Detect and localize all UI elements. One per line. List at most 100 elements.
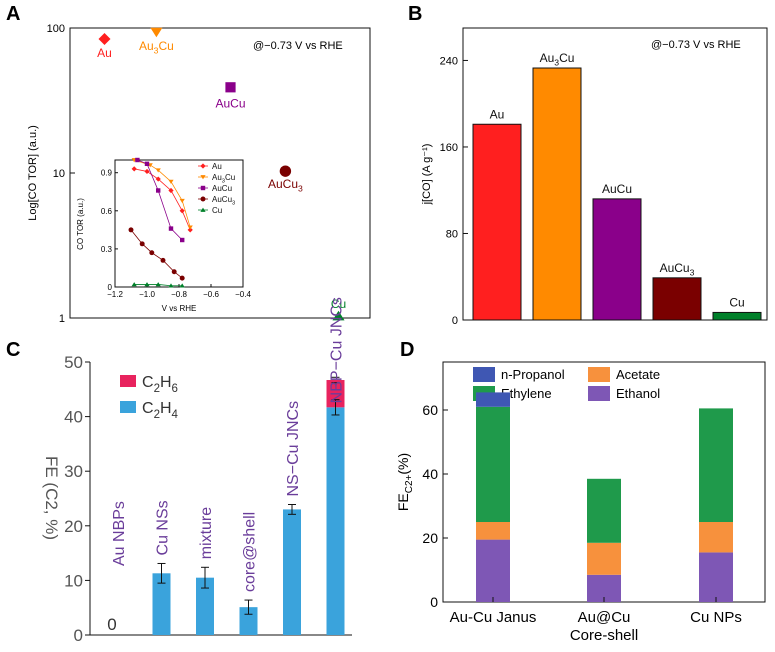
inset-ticks: −1.2 −1.0 −0.8 −0.6 −0.4 0 0.3 0.6 0.9 (101, 169, 252, 299)
d-ytick-label: 40 (422, 466, 438, 482)
a-point-label-cu: Cu (331, 297, 346, 311)
a-point-label-cu-main: Cu (331, 297, 346, 311)
a-point-label-aucu3-sub: 3 (298, 184, 303, 194)
d-bar-ethylene (699, 408, 733, 522)
d-category-label: Au@Cu (578, 609, 631, 626)
a-point-cu (332, 310, 345, 321)
b-bar-label: AuCu (602, 182, 632, 196)
inset-point-aucu (155, 188, 161, 193)
inset-legend-label: Au (212, 162, 222, 171)
inset-point-cu (168, 283, 174, 288)
d-legend-label: n-Propanol (501, 367, 565, 382)
a-ytick-label: 1 (59, 313, 65, 325)
a-point-au3cu (150, 27, 163, 38)
inset-ylabel: CO TOR (a.u.) (76, 198, 85, 250)
b-ytick-label: 80 (446, 228, 458, 240)
panel-c-yticks: 0 10 20 30 40 50 (64, 353, 90, 645)
inset-xtick-label: −0.8 (171, 290, 187, 299)
b-bar-label-sub: 3 (554, 58, 559, 68)
inset-legend-label-sub: 3 (232, 200, 235, 206)
panel-b-annotation: @−0.73 V vs RHE (651, 39, 741, 51)
inset-legend-marker (200, 196, 206, 202)
d-legend-swatch (588, 367, 610, 382)
d-bar-ethylene (587, 478, 621, 543)
c-bar-c2h4 (283, 509, 301, 635)
ylabel-main: FE (395, 493, 411, 511)
a-point-label-aucu-main: AuCu (215, 96, 245, 110)
b-bar-label-main: Au (540, 51, 555, 65)
c-bar-c2h4 (196, 577, 214, 635)
inset-legend-label-tail: Cu (225, 173, 235, 182)
d-category-label: Au-Cu Janus (450, 609, 537, 626)
b-bar-label: Au3Cu (540, 51, 575, 68)
b-bar-label-main: AuCu (660, 261, 690, 275)
a-point-aucu (225, 82, 236, 93)
b-bar-label: Au (490, 107, 505, 121)
inset-ytick-label: 0.9 (101, 169, 113, 178)
inset-point-aucu3 (139, 241, 145, 247)
inset-point-aucu (144, 161, 150, 167)
c-legend-label-sub: 2 (154, 383, 160, 395)
inset-point-au3cu (168, 179, 174, 184)
b-bar-label-sub: 3 (690, 267, 695, 277)
c-legend-swatch (120, 401, 136, 413)
d-legend-swatch (588, 386, 610, 401)
inset-point-cu (144, 282, 150, 287)
c-bar-c2h4 (239, 607, 258, 635)
c-category-label: Cu NSs (155, 500, 172, 555)
inset-xtick-label: −0.6 (203, 290, 219, 299)
panel-label-b: B (408, 3, 422, 25)
a-ytick-label: 100 (47, 23, 65, 35)
a-point-label-au3cu-tail: Cu (158, 39, 173, 53)
panel-d: FEC2+(%) 0 20 40 60 n-Propanol Acetate Ethyle… (395, 361, 766, 644)
d-ytick-label: 0 (430, 594, 438, 610)
c-legend-label: C2H4 (142, 400, 179, 421)
b-bar-label-main: AuCu (602, 182, 632, 196)
panel-c-bars: Au NBPs Cu NSs mixture core@shell NS−Cu JNCs… (107, 297, 346, 635)
a-point-label-au: Au (97, 46, 112, 60)
c-legend-swatch (120, 375, 136, 387)
b-bar (472, 123, 522, 321)
c-legend-label-main: C (142, 400, 154, 417)
a-point-label-aucu: AuCu (215, 96, 245, 110)
b-bar-label: AuCu3 (660, 261, 695, 278)
c-bar-c2h4 (152, 573, 171, 635)
a-point-label-au3cu-main: Au (139, 39, 154, 53)
b-ytick-label: 0 (452, 315, 458, 327)
panel-label-a: A (6, 3, 20, 25)
inset-legend-label: AuCu3 (212, 195, 235, 206)
d-legend-label: Acetate (616, 367, 660, 382)
a-point-aucu3 (279, 165, 292, 177)
inset-legend-marker (200, 163, 206, 169)
inset-xtick-label: −0.4 (235, 290, 251, 299)
inset-ytick-label: 0.6 (101, 207, 113, 216)
d-bar-ethanol (699, 552, 733, 602)
c-legend-label-tail: H (160, 374, 172, 391)
d-legend-swatch (473, 367, 495, 382)
d-bar-ethanol (476, 539, 510, 602)
inset-point-au (131, 166, 137, 172)
inset-point-cu (155, 282, 161, 287)
panel-b-yticks: 0 80 160 240 (440, 55, 468, 327)
panel-b-ylabel: j[CO] (A g⁻¹) (421, 144, 433, 206)
c-category-label: NS−Cu JNCs (285, 401, 302, 497)
inset-legend-label-main: Au (212, 162, 222, 171)
inset-legend-marker (200, 185, 206, 191)
c-legend-label-main: C (142, 374, 154, 391)
c-legend-label-sub2: 6 (172, 383, 178, 395)
d-bar-acetate (699, 522, 733, 553)
panel-c-ylabel: FE (C2, %) (42, 456, 61, 540)
inset-legend-label-main: Cu (212, 206, 222, 215)
inset-point-au (179, 208, 185, 214)
inset-point-aucu3 (160, 257, 166, 263)
b-bar-label: Cu (729, 295, 744, 309)
inset-series (128, 157, 193, 288)
inset-legend-label-main: Au (212, 173, 222, 182)
d-ytick-label: 60 (422, 402, 438, 418)
c-zero-label: 0 (107, 615, 116, 634)
inset-point-aucu (179, 237, 185, 243)
